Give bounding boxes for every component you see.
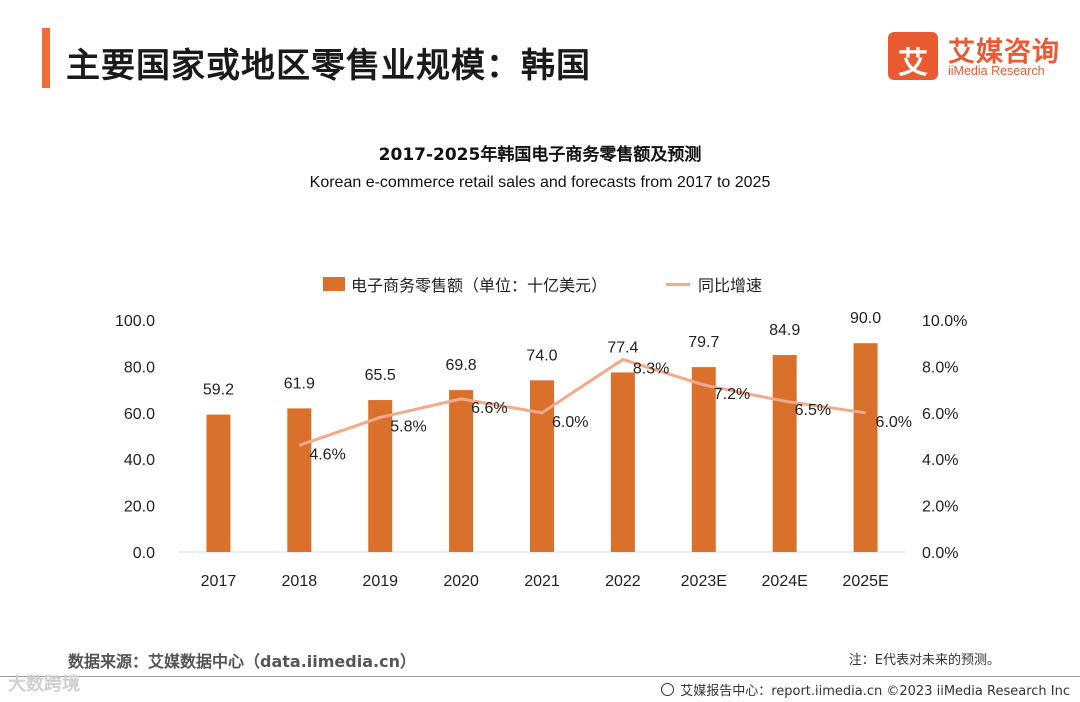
line-value-label: 6.0% <box>552 414 588 431</box>
bar-value-label: 74.0 <box>526 347 557 364</box>
y-right-tick-label: 10.0% <box>922 313 967 330</box>
line-value-label: 5.8% <box>390 418 426 435</box>
bar <box>610 372 635 552</box>
bar-value-label: 79.7 <box>688 334 719 351</box>
y-left-tick-label: 0.0 <box>133 545 155 562</box>
x-category-label: 2019 <box>362 573 398 590</box>
brand-logo: 艾 艾媒咨询 iiMedia Research <box>888 30 1068 82</box>
line-value-label: 6.5% <box>795 402 831 419</box>
combo-chart: 0.0 20.0 40.0 60.0 80.0 100.0 0.0% 2.0% 4.0% 6.0%… <box>115 310 967 590</box>
globe-icon <box>661 683 675 696</box>
y-left-tick-label: 80.0 <box>124 359 155 376</box>
legend-bar-label: 电子商务零售额（单位：十亿美元） <box>351 276 608 295</box>
y-left-tick-label: 100.0 <box>115 313 155 330</box>
bar <box>691 367 716 552</box>
bar <box>287 408 312 552</box>
legend-line-label: 同比增速 <box>698 276 763 295</box>
y-left-tick-label: 40.0 <box>124 452 155 469</box>
bar <box>368 400 393 552</box>
bar <box>206 414 231 552</box>
footer-copyright: 艾媒报告中心：report.iimedia.cn ©2023 iiMedia R… <box>661 680 1070 699</box>
logo-mark-icon: 艾 <box>888 32 938 81</box>
logo-cn-text: 艾媒咨询 <box>948 37 1060 68</box>
x-category-label: 2020 <box>443 573 479 590</box>
chart-title: 2017-2025年韩国电子商务零售额及预测 <box>378 145 702 165</box>
chart-subtitle: Korean e-commerce retail sales and forec… <box>309 174 771 191</box>
y-left-tick-label: 60.0 <box>124 406 155 423</box>
logo-en-text: iiMedia Research <box>948 64 1045 78</box>
bar-value-label: 77.4 <box>607 339 638 356</box>
y-right-tick-label: 0.0% <box>922 545 958 562</box>
y-right-tick-label: 4.0% <box>922 452 958 469</box>
bar-value-label: 59.2 <box>203 382 234 399</box>
legend-bar-swatch <box>323 277 345 291</box>
bar-value-label: 90.0 <box>850 310 881 327</box>
legend-line-swatch <box>666 282 690 286</box>
bar-value-label: 65.5 <box>365 367 396 384</box>
bar-value-label: 61.9 <box>284 375 315 392</box>
x-category-label: 2022 <box>605 573 641 590</box>
y-right-tick-label: 8.0% <box>922 359 958 376</box>
page-title: 主要国家或地区零售业规模：韩国 <box>66 46 591 86</box>
footer-copyright-text: 艾媒报告中心：report.iimedia.cn ©2023 iiMedia R… <box>680 684 1070 699</box>
line-value-label: 6.6% <box>471 400 507 417</box>
bar <box>449 390 474 552</box>
x-category-label: 2018 <box>282 573 318 590</box>
x-category-label: 2021 <box>524 573 560 590</box>
legend-item-bar: 电子商务零售额（单位：十亿美元） <box>323 272 607 296</box>
x-category-label: 2023E <box>681 573 727 590</box>
title-accent-bar <box>42 28 50 88</box>
watermark-text: 大数跨境 <box>8 674 80 695</box>
chart-legend: 电子商务零售额（单位：十亿美元） 同比增速 <box>0 272 1080 296</box>
footer-divider <box>0 676 1080 677</box>
bar-value-label: 84.9 <box>769 322 800 339</box>
y-right-tick-label: 6.0% <box>922 406 958 423</box>
line-value-label: 7.2% <box>714 386 750 403</box>
bar-value-label: 69.8 <box>446 357 477 374</box>
bar <box>853 343 878 552</box>
bar <box>772 355 797 552</box>
x-category-label: 2024E <box>762 573 808 590</box>
legend-item-line: 同比增速 <box>666 272 762 296</box>
x-category-label: 2025E <box>842 573 888 590</box>
forecast-note: 注：E代表对未来的预测。 <box>848 653 1000 668</box>
line-value-label: 6.0% <box>876 414 912 431</box>
data-source: 数据来源：艾媒数据中心（data.iimedia.cn） <box>68 652 416 671</box>
growth-line <box>298 357 866 447</box>
line-value-label: 8.3% <box>633 360 669 377</box>
x-category-label: 2017 <box>201 573 237 590</box>
y-left-tick-label: 20.0 <box>124 499 155 516</box>
line-value-label: 4.6% <box>309 446 345 463</box>
y-right-tick-label: 2.0% <box>922 499 958 516</box>
